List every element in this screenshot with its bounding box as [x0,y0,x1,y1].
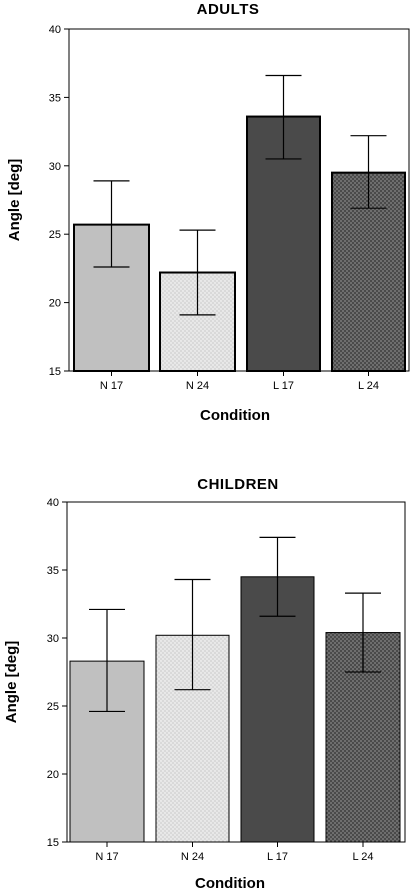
x-tick-label: N 24 [186,380,209,392]
y-tick-label: 25 [47,701,59,713]
y-axis-label: Angle [deg] [6,159,23,242]
chart-title: ADULTS [197,1,260,18]
plot-frame [66,501,406,843]
plot-area: 15 20 25 30 35 40 N 17 N 24 L 17 L 24 [49,24,410,392]
x-tick-label: N 24 [181,851,204,863]
plot-area: 15 20 25 30 35 40 N 17 N 24 L 17 L 24 [47,497,406,863]
y-tick-label: 25 [49,229,61,241]
bar-l-17 [240,576,315,843]
y-tick-label: 20 [47,769,59,781]
y-tick-label: 40 [49,24,61,36]
x-tick-label: L 24 [358,380,379,392]
y-tick-label: 30 [49,161,61,173]
x-tick-label: L 24 [352,851,373,863]
x-tick-label: N 17 [100,380,123,392]
plot-frame [68,28,410,372]
x-axis-label: Condition [200,407,270,424]
adults-chart: ADULTS Angle [deg] Condition 15 20 25 30 35 4… [6,1,410,424]
y-tick-label: 35 [47,565,59,577]
y-tick-label: 35 [49,92,61,104]
y-tick-label: 40 [47,497,59,509]
chart-title: CHILDREN [197,476,279,493]
x-tick-label: L 17 [267,851,288,863]
x-tick-label: L 17 [273,380,294,392]
x-tick-label: N 17 [95,851,118,863]
y-tick-label: 15 [47,837,59,849]
children-chart: CHILDREN Angle [deg] Condition 15 20 25 30 3… [3,476,406,890]
x-axis-label: Condition [195,875,265,890]
y-tick-label: 30 [47,633,59,645]
y-tick-label: 20 [49,298,61,310]
y-axis-label: Angle [deg] [3,641,20,724]
y-tick-label: 15 [49,366,61,378]
